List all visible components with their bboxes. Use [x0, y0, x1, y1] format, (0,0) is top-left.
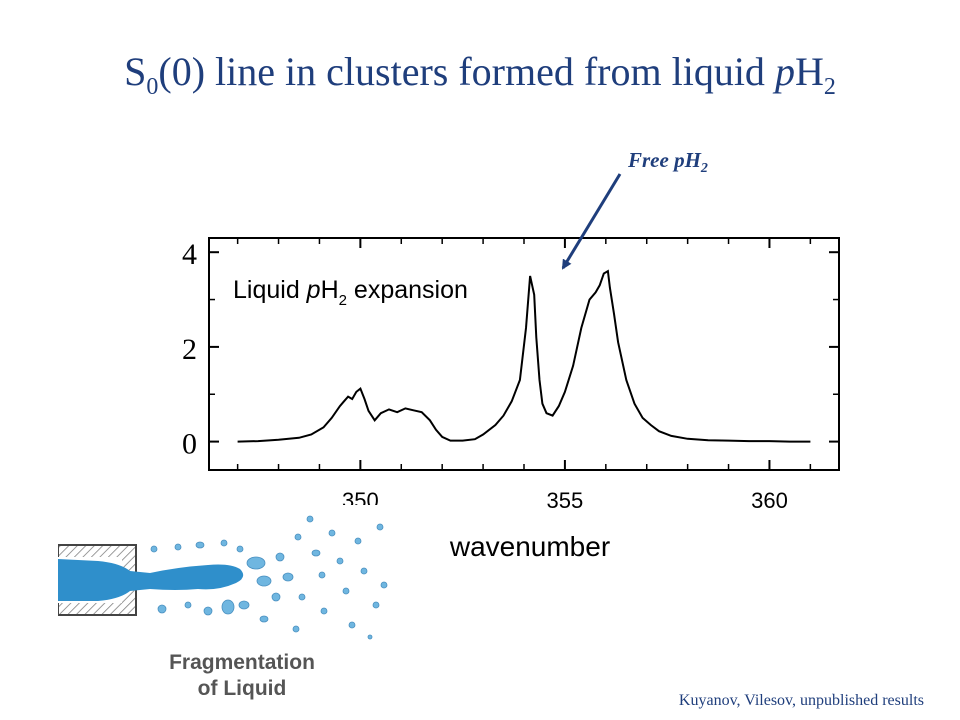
x-axis-label: wavenumber — [449, 531, 610, 562]
free-ph2-arrow — [561, 173, 622, 270]
droplets — [150, 515, 388, 640]
y-tick-label: 2 — [182, 333, 197, 366]
x-tick-label: 360 — [751, 488, 788, 513]
fragmentation-illustration: Fragmentation of Liquid — [58, 505, 398, 710]
y-tick-label: 0 — [182, 428, 197, 461]
free-ph2-annotation: Free pH2 — [628, 148, 708, 177]
illustration-caption-line1: Fragmentation — [169, 651, 315, 674]
spectrum-line — [237, 269, 811, 443]
axis-ticks — [209, 238, 839, 470]
illustration-caption-line2: of Liquid — [198, 677, 287, 700]
y-tick-labels: 0 2 4 — [182, 238, 197, 460]
liquid-jet — [58, 559, 244, 601]
x-tick-label: 355 — [547, 488, 584, 513]
x-tick-labels: 350 355 360 — [342, 488, 788, 513]
inset-label: Liquid pH2 expansion — [233, 276, 468, 309]
y-tick-label: 4 — [182, 238, 197, 271]
credit-text: Kuyanov, Vilesov, unpublished results — [678, 692, 924, 709]
slide-title: S0(0) line in clusters formed from liqui… — [124, 49, 836, 100]
plot-frame — [208, 237, 840, 471]
